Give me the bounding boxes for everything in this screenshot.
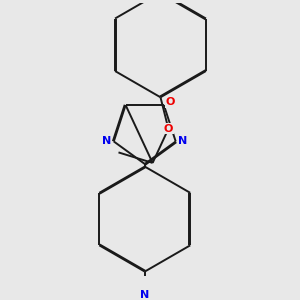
Text: O: O (164, 124, 173, 134)
Text: N: N (102, 136, 111, 146)
Text: N: N (140, 290, 149, 300)
Text: O: O (166, 98, 175, 107)
Text: N: N (178, 136, 188, 146)
